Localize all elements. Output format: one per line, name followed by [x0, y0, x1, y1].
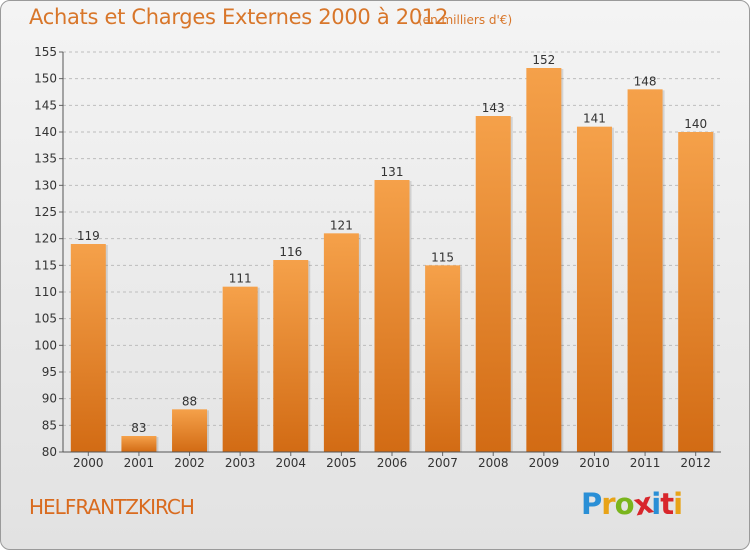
data-label: 143: [482, 101, 505, 115]
data-label: 121: [330, 218, 353, 232]
bar: [475, 116, 511, 452]
logo-letter: o: [614, 487, 635, 521]
logo-letter: t: [660, 487, 674, 521]
x-tick-label: 2005: [326, 456, 357, 470]
bar: [627, 89, 663, 452]
bar: [576, 126, 612, 453]
logo-letter: i: [651, 487, 661, 521]
x-tick-label: 2004: [275, 456, 306, 470]
data-label: 83: [131, 421, 146, 435]
proxiti-logo: Proxiti: [581, 486, 683, 523]
data-label: 119: [77, 229, 100, 243]
axes: 80 85 90 95 100 105 110 115 120 125 130 135 140 145 15…: [34, 45, 721, 470]
logo-letter: i: [673, 487, 683, 521]
y-tick-label: 140: [34, 125, 57, 139]
y-tick-label: 110: [34, 285, 57, 299]
bar: [273, 260, 309, 452]
y-tick-label: 105: [34, 312, 57, 326]
bar: [323, 233, 359, 452]
y-tick-label: 150: [34, 72, 57, 86]
x-tick-label: 2007: [427, 456, 458, 470]
x-tick-label: 2008: [478, 456, 509, 470]
commune-name: HELFRANTZKIRCH: [29, 495, 195, 519]
x-tick-label: 2002: [174, 456, 205, 470]
data-label: 115: [431, 250, 454, 264]
bar: [678, 132, 714, 452]
data-label: 88: [182, 394, 197, 408]
data-label: 141: [583, 112, 606, 126]
data-label: 116: [279, 245, 302, 259]
x-tick-label: 2009: [529, 456, 560, 470]
data-label: 140: [684, 117, 707, 131]
y-tick-label: 100: [34, 338, 57, 352]
data-label: 148: [634, 74, 657, 88]
y-tick-label: 115: [34, 258, 57, 272]
data-labels: 119 83 88 111 116 121 131 115 143 152 141 148 140: [77, 53, 707, 435]
x-tick-label: 2003: [225, 456, 256, 470]
y-tick-label: 125: [34, 205, 57, 219]
bar: [374, 180, 410, 452]
y-tick-label: 145: [34, 98, 57, 112]
y-tick-label: 135: [34, 152, 57, 166]
data-label: 152: [532, 53, 555, 67]
y-tick-label: 85: [42, 418, 57, 432]
bars: [70, 68, 716, 453]
x-tick-label: 2006: [377, 456, 408, 470]
y-tick-label: 155: [34, 45, 57, 59]
y-tick-label: 120: [34, 232, 57, 246]
chart-title: Achats et Charges Externes 2000 à 2012: [29, 5, 449, 29]
bar: [425, 265, 461, 452]
data-label: 111: [229, 272, 252, 286]
x-tick-label: 2010: [579, 456, 610, 470]
x-tick-label: 2000: [73, 456, 104, 470]
x-tick-label: 2012: [680, 456, 711, 470]
chart-subtitle: (en milliers d'€): [418, 13, 513, 27]
logo-letter: r: [601, 487, 615, 521]
x-tick-label: 2011: [630, 456, 661, 470]
y-tick-label: 80: [42, 445, 57, 459]
bar: [172, 409, 208, 452]
x-tick-label: 2001: [124, 456, 155, 470]
data-label: 131: [381, 165, 404, 179]
y-tick-label: 90: [42, 392, 57, 406]
y-tick-label: 95: [42, 365, 57, 379]
bar: [70, 244, 106, 452]
bar: [526, 68, 562, 452]
bar: [222, 286, 258, 452]
logo-letter: P: [581, 487, 602, 521]
bar: [121, 436, 157, 452]
y-tick-label: 130: [34, 178, 57, 192]
